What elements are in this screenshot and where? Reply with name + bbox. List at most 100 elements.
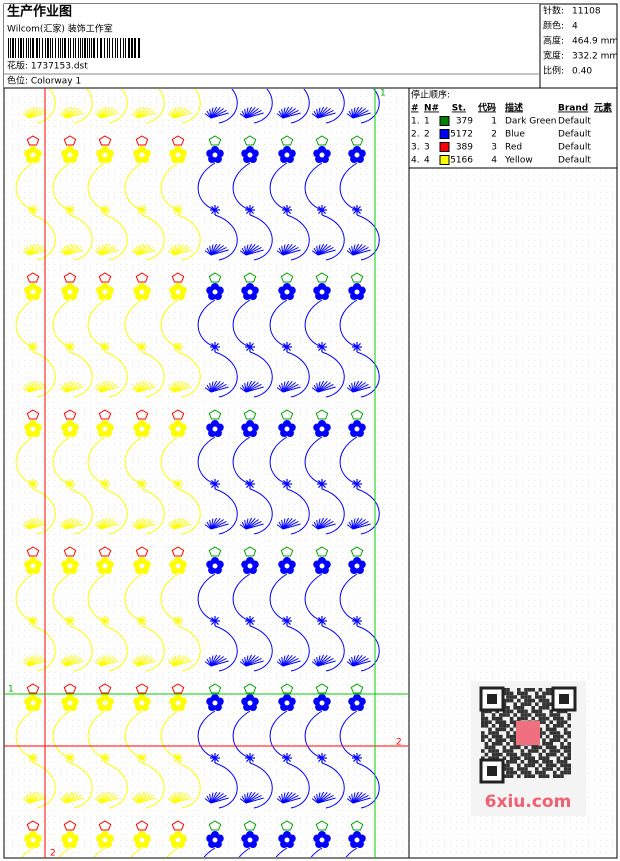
stitch-run xyxy=(269,162,288,211)
stitch xyxy=(177,754,182,759)
qr-cell xyxy=(484,734,489,739)
petal xyxy=(138,288,146,296)
stitch xyxy=(32,206,37,211)
stitch xyxy=(173,247,190,256)
stitch-run xyxy=(93,847,106,857)
stitch xyxy=(204,524,212,530)
stitch xyxy=(348,247,354,256)
stitch-run xyxy=(52,162,71,211)
petal xyxy=(318,151,326,159)
stitch xyxy=(137,660,156,667)
row-code: 3 xyxy=(491,143,497,153)
qr-cell xyxy=(481,724,485,728)
outline xyxy=(63,272,77,283)
stitch xyxy=(348,110,354,119)
qr-cell xyxy=(549,760,553,764)
stitch xyxy=(28,655,32,667)
stitch xyxy=(204,798,212,804)
qr-cell xyxy=(563,760,568,764)
stitch xyxy=(317,243,325,256)
qr-cell xyxy=(495,738,499,742)
stitch xyxy=(282,244,286,256)
stitch xyxy=(276,661,284,667)
outline xyxy=(315,272,329,283)
qr-cell xyxy=(567,767,571,771)
stitch xyxy=(167,661,175,667)
outline xyxy=(243,546,257,557)
stitch-run xyxy=(52,573,71,622)
qr-cell xyxy=(563,770,568,775)
qr-cell xyxy=(560,742,564,746)
qr-cell xyxy=(524,770,528,775)
qr-cell xyxy=(538,763,543,768)
stitch-run xyxy=(321,351,345,398)
stitch xyxy=(282,244,293,256)
qr-cell xyxy=(495,727,499,732)
qr-cell xyxy=(524,767,528,771)
qr-cell xyxy=(549,745,553,750)
stitch xyxy=(28,518,39,530)
stitch xyxy=(245,243,253,256)
bar-stripe xyxy=(97,38,98,58)
stitch xyxy=(173,110,190,119)
petal xyxy=(246,562,254,570)
bar-stripe xyxy=(100,38,102,58)
stitch-run xyxy=(15,299,34,348)
stitch xyxy=(24,521,30,530)
stitch xyxy=(167,798,175,804)
stitch xyxy=(177,343,182,348)
qr-cell xyxy=(545,702,550,706)
stitch-run xyxy=(339,573,358,622)
stitch xyxy=(316,656,319,667)
stitch xyxy=(100,380,108,393)
qr-cell xyxy=(520,770,525,775)
stitch xyxy=(282,655,286,667)
stitch xyxy=(69,754,74,759)
stitch xyxy=(131,661,139,667)
stitch xyxy=(317,380,325,393)
petal xyxy=(211,836,219,844)
row-code: 2 xyxy=(491,130,497,140)
stitch xyxy=(245,655,256,667)
stitch xyxy=(28,797,47,804)
stitch xyxy=(65,110,82,119)
stitch xyxy=(28,243,36,256)
bar-stripe xyxy=(128,38,130,58)
stitch xyxy=(317,107,328,119)
stitch xyxy=(210,655,214,667)
stitch xyxy=(210,795,227,804)
outline xyxy=(135,135,149,146)
stitch-run xyxy=(104,351,128,398)
qr-cell xyxy=(506,713,510,717)
stitch xyxy=(27,519,30,530)
qr-cell xyxy=(553,727,557,732)
stitch-run xyxy=(339,299,358,348)
stitch xyxy=(317,792,328,804)
stitch xyxy=(352,655,363,667)
qr-cell xyxy=(481,738,485,742)
bar-stripe xyxy=(64,38,66,58)
qr-cell xyxy=(513,695,517,699)
qr-cell xyxy=(556,738,561,742)
stitch-run xyxy=(232,299,251,348)
stitch xyxy=(32,343,37,348)
stitch xyxy=(169,384,175,393)
stitch-run xyxy=(356,214,380,261)
stitch xyxy=(28,247,45,256)
qr-cell xyxy=(531,688,535,692)
stitch xyxy=(245,107,256,119)
petal xyxy=(66,699,74,707)
stitch xyxy=(352,245,366,256)
stitch xyxy=(317,381,328,393)
qr-cell xyxy=(567,731,571,735)
stitch xyxy=(28,244,32,256)
stitch xyxy=(65,517,73,530)
qr-cell xyxy=(495,720,499,724)
stitch-run xyxy=(160,710,179,759)
stitch xyxy=(282,243,290,256)
outline xyxy=(280,409,294,420)
stitch xyxy=(100,655,104,667)
stitch xyxy=(249,754,254,759)
stitch xyxy=(94,250,102,256)
outline xyxy=(208,135,222,146)
